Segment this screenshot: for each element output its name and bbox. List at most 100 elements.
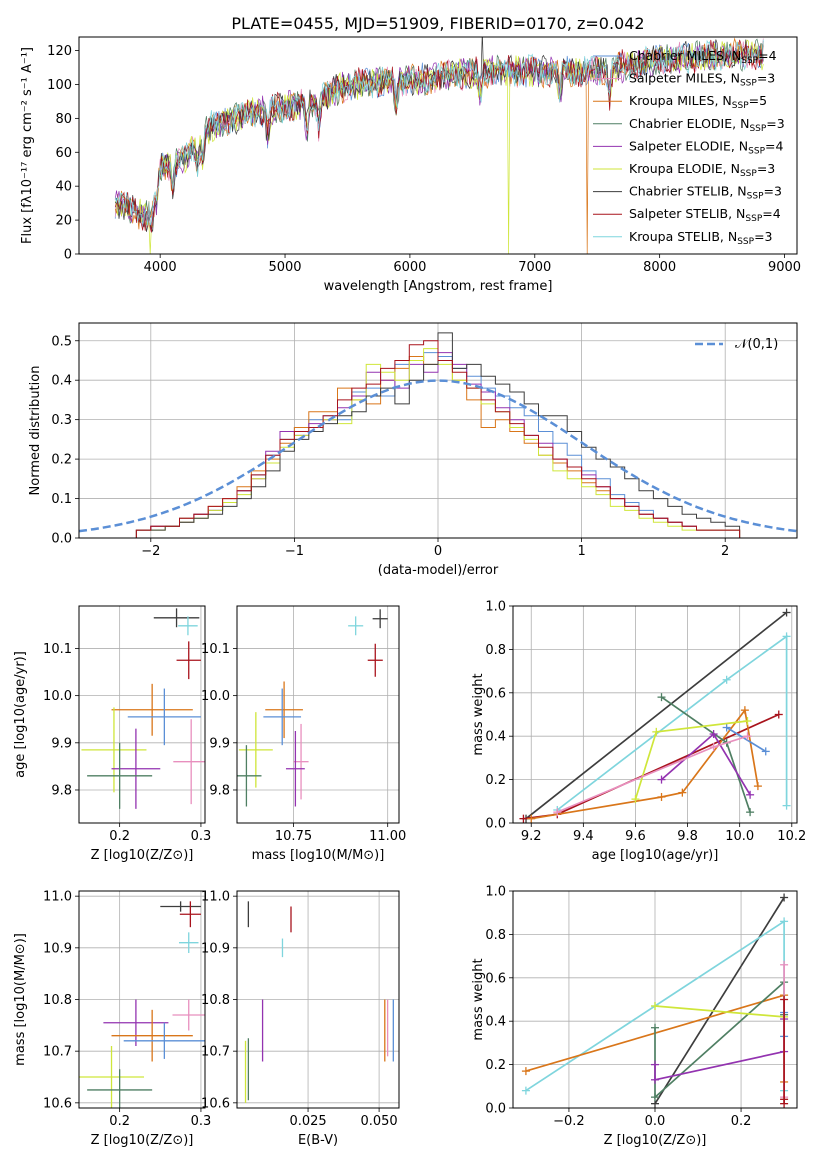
x-tick-label: 10.75 [275, 829, 312, 844]
weight-line [726, 726, 767, 753]
x-tick-label: −1 [285, 544, 304, 559]
x-tick-label: 0.050 [360, 1114, 397, 1129]
x-axis-label: (data-model)/error [378, 563, 499, 578]
y-axis-label: age [log10(age/yr)] [13, 651, 28, 778]
y-tick-label: 0.1 [51, 492, 72, 507]
y-tick-label: 0.3 [51, 413, 72, 428]
y-tick-label: 10.8 [201, 993, 230, 1008]
x-tick-label: 9000 [768, 260, 801, 275]
y-tick-label: 0.4 [51, 374, 72, 389]
plot-area [114, 37, 764, 254]
x-tick-label: 10.2 [777, 829, 806, 844]
legend-label: 𝒩(0,1) [735, 337, 778, 352]
y-tick-label: 0.2 [51, 453, 72, 468]
x-tick-label: 0.0 [645, 1114, 666, 1129]
y-tick-label: 9.8 [51, 783, 72, 798]
y-tick-label: 10.9 [201, 941, 230, 956]
x-tick-label: 9.6 [625, 829, 646, 844]
y-tick-label: 40 [55, 180, 72, 195]
chart-title: PLATE=0455, MJD=51909, FIBERID=0170, z=0… [231, 14, 644, 33]
y-tick-label: 0.6 [485, 971, 506, 986]
x-axis-label: mass [log10(M/M⊙)] [252, 848, 385, 863]
x-tick-label: 9.4 [573, 829, 594, 844]
x-tick-label: 0 [434, 544, 442, 559]
x-tick-label: 11.00 [369, 829, 406, 844]
weight-line [654, 1005, 785, 1018]
y-axis-label: mass weight [471, 958, 486, 1040]
y-tick-label: 0.0 [51, 532, 72, 547]
y-tick-label: 10.1 [43, 642, 72, 657]
axes-frame [78, 322, 798, 539]
x-tick-label: 0.2 [109, 1114, 130, 1129]
axes-frame [512, 890, 798, 1109]
y-tick-label: 9.8 [209, 783, 230, 798]
y-tick-label: 10.1 [201, 642, 230, 657]
x-axis-label: Z [log10(Z/Z⊙)] [91, 1133, 194, 1148]
axes-frame [236, 605, 400, 824]
y-tick-label: 0.6 [485, 686, 506, 701]
x-tick-label: 0.025 [289, 1114, 326, 1129]
y-tick-label: 10.7 [201, 1045, 230, 1060]
y-tick-label: 9.9 [51, 736, 72, 751]
y-tick-label: 1.0 [485, 885, 506, 900]
x-tick-label: 4000 [144, 260, 177, 275]
plot-area [79, 891, 205, 1108]
y-tick-label: 100 [47, 78, 72, 93]
weight-line [654, 897, 785, 1105]
y-tick-label: 0.8 [485, 928, 506, 943]
x-axis-label: wavelength [Angstrom, rest frame] [324, 279, 553, 294]
x-tick-label: 8000 [643, 260, 676, 275]
plot-area [513, 891, 797, 1108]
y-tick-label: 0.8 [485, 643, 506, 658]
axes-frame [78, 605, 206, 824]
y-axis-label: Normed distribution [28, 366, 43, 496]
weight-line [660, 732, 751, 796]
y-tick-label: 0 [64, 248, 72, 263]
y-tick-label: 9.9 [209, 736, 230, 751]
y-tick-label: 10.6 [201, 1096, 230, 1111]
x-tick-label: 0.2 [731, 1114, 752, 1129]
legend-label: Kroupa STELIB, NSSP=3 [629, 229, 773, 247]
plot-area [237, 606, 399, 823]
plot-area [513, 606, 797, 823]
weight-line [634, 720, 748, 800]
panel-1: 4000 5000 6000 7000 8000 9000 0 20 40 60 80 100 120 w… [20, 14, 801, 294]
legend-label: Salpeter STELIB, NSSP=4 [629, 206, 781, 224]
y-tick-label: 10.0 [43, 689, 72, 704]
panel-7: 0.025 0.050 10.6 10.7 10.8 10.9 11.0 E(B-V) [201, 890, 400, 1148]
panel-5: 9.2 9.4 9.6 9.8 10.0 10.2 0.0 0.2 0.4 0.6 0.8 1.0 ag… [471, 600, 806, 864]
normal-curve [79, 379, 797, 533]
y-tick-label: 10.7 [43, 1045, 72, 1060]
y-tick-label: 0.2 [485, 773, 506, 788]
y-tick-label: 0.2 [485, 1058, 506, 1073]
legend-label: Kroupa ELODIE, NSSP=3 [629, 161, 775, 179]
panel-6: 0.2 0.3 10.6 10.7 10.8 10.9 11.0 Z [log10(Z/Z⊙)… [13, 890, 211, 1148]
axes-frame [78, 890, 206, 1109]
y-axis-label: mass [log10(M/M⊙)] [13, 933, 28, 1066]
weight-line [523, 713, 780, 820]
x-axis-label: Z [log10(Z/Z⊙)] [91, 848, 194, 863]
legend-label: Chabrier ELODIE, NSSP=3 [629, 116, 785, 134]
axes-frame [512, 605, 798, 824]
legend-label: Chabrier MILES, NSSP=4 [629, 48, 777, 66]
x-axis-label: E(B-V) [298, 1133, 338, 1148]
plot-area [79, 323, 797, 538]
spectrum-line [114, 39, 764, 226]
legend-label: Salpeter ELODIE, NSSP=4 [629, 138, 784, 156]
x-tick-label: 0.2 [109, 829, 130, 844]
y-tick-label: 0.4 [485, 1015, 506, 1030]
weight-line [531, 708, 759, 820]
panel-3: 0.2 0.3 9.8 9.9 10.0 10.1 Z [log10(Z/Z⊙)] age [… [13, 605, 212, 863]
weight-line [556, 735, 748, 813]
spectrum-line [114, 39, 764, 233]
y-tick-label: 20 [55, 214, 72, 229]
panel-2: −2 −1 0 1 2 0.0 0.1 0.2 0.3 0.4 0.5 (data-model)/er… [28, 322, 798, 578]
x-tick-label: 0.3 [191, 829, 212, 844]
x-tick-label: 10.0 [725, 829, 754, 844]
y-tick-label: 0.5 [51, 334, 72, 349]
legend-label: Kroupa MILES, NSSP=5 [629, 93, 767, 111]
x-tick-label: 1 [577, 544, 585, 559]
legend-label: Chabrier STELIB, NSSP=3 [629, 184, 782, 202]
x-tick-label: −0.2 [553, 1114, 585, 1129]
panel-8: −0.2 0.0 0.2 0.0 0.2 0.4 0.6 0.8 1.0 Z [log10(Z/Z… [471, 885, 798, 1148]
